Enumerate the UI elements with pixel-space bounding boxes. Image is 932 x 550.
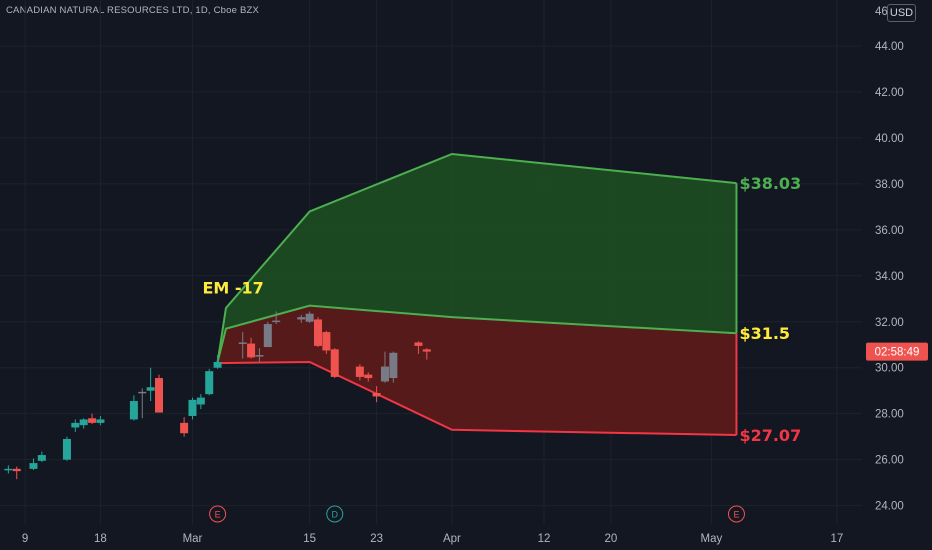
candle-body [62, 438, 71, 460]
x-tick-label: 9 [22, 533, 28, 545]
countdown-timer: 02:58:49 [875, 347, 920, 359]
candle-body [322, 332, 331, 351]
x-tick-label: Mar [183, 533, 203, 545]
event-marker-icon[interactable] [209, 505, 227, 523]
y-tick-label: 36.00 [875, 225, 904, 237]
upper-band-area [217, 153, 737, 362]
candle-body [305, 313, 314, 322]
y-tick-label: 34.00 [875, 271, 904, 283]
candle-body [263, 324, 272, 348]
candle-body [88, 418, 97, 423]
event-marker-letter: D [332, 510, 339, 520]
y-tick-label: 26.00 [875, 455, 904, 467]
candle-body [79, 419, 88, 426]
candle-body [37, 455, 46, 461]
x-tick-label: 15 [303, 533, 316, 545]
x-tick-label: 12 [538, 533, 551, 545]
x-tick-label: 23 [370, 533, 383, 545]
lower-band-area [217, 305, 737, 436]
candle-body [364, 374, 373, 379]
candle-body [196, 397, 205, 405]
event-marker-icon[interactable] [326, 505, 344, 523]
y-tick-label: 24.00 [875, 501, 904, 513]
upper-band-line [216, 152, 737, 363]
candle-body [205, 371, 214, 395]
candle-body [12, 468, 21, 472]
x-tick-label: 17 [830, 533, 843, 545]
x-tick-label: 20 [605, 533, 618, 545]
candle-body [372, 393, 381, 397]
chart-title: CANADIAN NATURAL RESOURCES LTD, 1D, Cboe… [6, 5, 260, 16]
event-marker-letter: E [215, 510, 221, 520]
candle-body [129, 401, 138, 420]
candle-body [180, 422, 189, 434]
candle-body [380, 366, 389, 382]
candle-body [389, 352, 398, 379]
lower-band-line [217, 360, 737, 437]
currency-button[interactable]: USD [887, 4, 916, 22]
x-tick-label: 18 [94, 533, 107, 545]
candle-body [188, 399, 197, 416]
band-price-label: $38.03 [739, 174, 801, 193]
candle-body [247, 343, 256, 358]
candle-body [29, 463, 38, 469]
candle-body [4, 468, 13, 471]
candle-body [330, 349, 339, 377]
event-marker-letter: E [733, 510, 739, 520]
y-tick-label: 40.00 [875, 133, 904, 145]
candle-body [96, 419, 105, 423]
y-tick-label: 30.00 [875, 363, 904, 375]
event-marker-icon[interactable] [727, 505, 745, 523]
y-tick-label: 42.00 [875, 87, 904, 99]
candle-body [255, 355, 264, 357]
candle-body [71, 422, 80, 428]
candle-body [213, 361, 222, 368]
candle-body [355, 366, 364, 377]
candle-body [272, 320, 281, 323]
candle-body [155, 378, 164, 413]
candle-body [422, 349, 431, 352]
candle-body [146, 387, 155, 391]
band-price-label: $31.5 [739, 324, 790, 343]
middle-band-line [216, 304, 737, 363]
x-tick-label: May [700, 533, 722, 545]
candle-body [297, 317, 306, 320]
last-price-tag [866, 342, 928, 361]
candle-body [314, 319, 323, 346]
y-tick-label: 38.00 [875, 179, 904, 191]
candle-body [238, 342, 247, 344]
x-tick-label: Apr [443, 533, 461, 545]
y-tick-label: 32.00 [875, 317, 904, 329]
em-label: EM -17 [202, 278, 263, 297]
band-price-label: $27.07 [739, 426, 801, 445]
y-tick-label: 28.00 [875, 409, 904, 421]
candle-body [138, 391, 147, 394]
y-tick-label: 44.00 [875, 41, 904, 53]
y-tick-label-top: 46 [875, 6, 888, 18]
candle-body [414, 342, 423, 346]
